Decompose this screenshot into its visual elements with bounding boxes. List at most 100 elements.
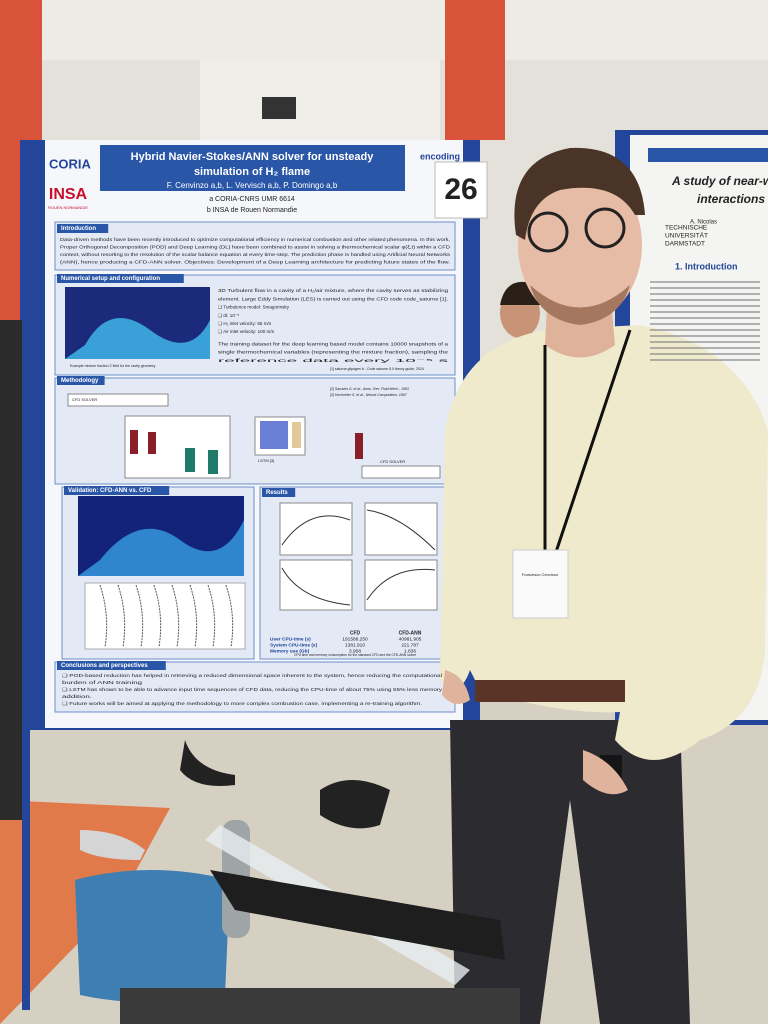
board-leg	[22, 720, 30, 1010]
section-heading: Conclusions and perspectives	[61, 663, 148, 669]
section-heading: Results	[266, 490, 288, 496]
profile-plot	[84, 582, 246, 650]
diagram-layer	[292, 422, 301, 448]
body-text: ❑ LSTM has shown to be able to advance i…	[62, 687, 443, 692]
reference: [2] Sarrazin G. et al., Annu. Rev. Fluid…	[329, 387, 409, 391]
diagram-layer	[148, 432, 156, 454]
diagram-layer	[185, 448, 195, 472]
ceiling	[0, 0, 768, 60]
sweater	[440, 325, 768, 760]
body-text: The training dataset for the deep learni…	[218, 341, 449, 346]
section-box	[54, 661, 456, 713]
hair	[514, 147, 645, 240]
person-left	[0, 320, 22, 820]
authors: A. Nicolas	[690, 220, 717, 226]
result-plot	[279, 559, 353, 611]
body-text: context, without resorting to the resolu…	[60, 252, 451, 257]
section-heading-bg	[64, 486, 170, 495]
body-text: ❑ Air inlet velocity: 100 m/s	[218, 329, 275, 334]
shoe	[320, 780, 390, 829]
diagram-layer	[208, 450, 218, 474]
university: TECHNISCHE	[665, 225, 708, 232]
caption: CPU time and memory consumption for the …	[294, 653, 417, 657]
profile-lines	[99, 584, 234, 648]
body-text: 3D Turbulent flow in a cavity of a H₂/ai…	[218, 288, 449, 293]
lanyard	[543, 329, 632, 556]
diagram-box	[67, 393, 169, 407]
table-cell: System CPU-time (s)	[270, 642, 318, 648]
case	[210, 870, 505, 960]
poster-title: interactions	[697, 192, 765, 206]
body-text: single thermochemical variables (represe…	[218, 350, 449, 355]
body-text: burden of ANN training	[62, 680, 143, 685]
poster-header	[648, 148, 768, 162]
reference: [3] Hochreiter S. et al., Neural Computa…	[329, 393, 408, 397]
pillar	[445, 0, 505, 140]
body-text: ❑ dt: 10⁻⁵	[218, 313, 239, 318]
section-heading: 1. Introduction	[675, 261, 738, 271]
diagram-layer	[130, 430, 138, 454]
belt	[475, 680, 625, 702]
body-text: ❑ Turbulence model: Smagorinsky	[218, 305, 290, 310]
section-heading: Methodology	[61, 378, 99, 384]
result-plot	[279, 502, 353, 556]
affiliation: a CORIA-CNRS UMR 6614	[209, 196, 295, 203]
logo: CORIA	[49, 156, 92, 171]
table-cell: 40981.905	[399, 636, 422, 642]
diagram-label: CFD SOLVER	[72, 397, 97, 402]
body-text: addition.	[62, 694, 92, 699]
hand	[583, 750, 628, 795]
table-cell: 1.836	[404, 648, 416, 654]
hand	[442, 670, 470, 704]
cfd-image	[78, 520, 244, 576]
poster-title: simulation of H₂ flame	[194, 166, 310, 178]
result-plot	[364, 559, 438, 611]
body-text: Data-driven methods have been recently i…	[60, 237, 450, 242]
table-cell: 221.787	[401, 642, 419, 648]
body-text: ❑ POD-based reduction has helped in retr…	[62, 673, 442, 678]
caption: Example mixture fraction Z field for the…	[70, 364, 156, 368]
table-cell: User CPU-time (s)	[270, 636, 311, 642]
section-box	[54, 221, 456, 271]
body-text: Proper Orthogonal Decomposition (POD) an…	[60, 245, 451, 250]
diagram-layer	[355, 433, 363, 459]
body-text: element. Large Eddy Simulation (LES) is …	[218, 296, 448, 301]
shoe	[80, 830, 145, 860]
section-heading-bg	[57, 376, 105, 385]
table-cell: 3.958	[349, 648, 361, 654]
table-cell: 191588.250	[342, 636, 368, 642]
jeans	[450, 720, 690, 1024]
cfd-image	[65, 318, 210, 359]
beard	[530, 285, 630, 325]
logo-sub: ROUEN NORMANDIE	[48, 205, 88, 210]
bag	[75, 870, 230, 1003]
poster-header	[100, 145, 405, 191]
section-heading: Introduction	[61, 226, 96, 232]
affiliation: b INSA de Rouen Normandie	[207, 207, 297, 214]
result-plot	[364, 502, 438, 556]
badge-name: Francesco Cenvinzo	[522, 572, 559, 577]
section-heading: Numerical setup and configuration	[61, 276, 160, 282]
shoe	[180, 740, 235, 786]
table-cell: 1381.910	[345, 642, 365, 648]
poster-title: A study of near-w	[671, 174, 768, 188]
section-heading-bg	[262, 488, 296, 497]
body-text: (ANN), hence producing a CFD-ANN solver.…	[60, 260, 450, 265]
section-heading: Validation: CFD-ANN vs. CFD	[68, 488, 152, 494]
table-header: CFD	[350, 630, 361, 636]
body-text: ❑ H₂ inlet velocity: 55 m/s	[218, 321, 272, 326]
glasses	[584, 207, 626, 249]
university: DARMSTADT	[665, 241, 705, 248]
face	[518, 167, 642, 323]
body-text: reference data every 10⁻⁵ s	[218, 358, 451, 363]
glasses	[527, 211, 569, 253]
section-heading-bg	[57, 274, 184, 283]
table-header: CFD-ANN	[399, 630, 422, 636]
section-heading-bg	[57, 661, 166, 670]
funder-logo: encoding	[420, 151, 460, 161]
diagram-layer	[260, 421, 288, 449]
section-heading-bg	[57, 224, 109, 233]
table-cell: Memory use (Gb)	[270, 648, 310, 654]
poster-number: 26	[444, 173, 477, 206]
